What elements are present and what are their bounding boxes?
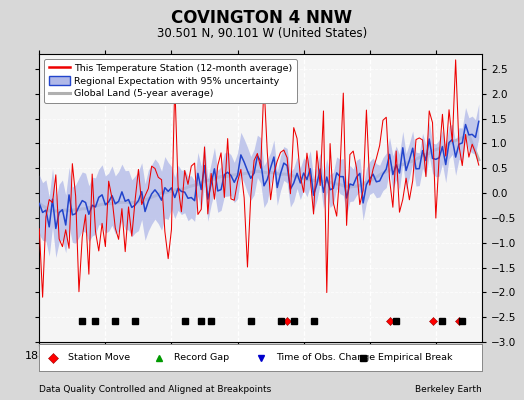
Text: COVINGTON 4 NNW: COVINGTON 4 NNW xyxy=(171,9,353,27)
Text: Data Quality Controlled and Aligned at Breakpoints: Data Quality Controlled and Aligned at B… xyxy=(39,386,271,394)
Text: Station Move: Station Move xyxy=(68,353,130,362)
Text: Record Gap: Record Gap xyxy=(174,353,230,362)
Text: Time of Obs. Change: Time of Obs. Change xyxy=(276,353,375,362)
Y-axis label: Temperature Anomaly (°C): Temperature Anomaly (°C) xyxy=(523,128,524,268)
Text: Berkeley Earth: Berkeley Earth xyxy=(416,386,482,394)
Text: Empirical Break: Empirical Break xyxy=(378,353,453,362)
Legend: This Temperature Station (12-month average), Regional Expectation with 95% uncer: This Temperature Station (12-month avera… xyxy=(44,59,297,103)
Text: 30.501 N, 90.101 W (United States): 30.501 N, 90.101 W (United States) xyxy=(157,28,367,40)
